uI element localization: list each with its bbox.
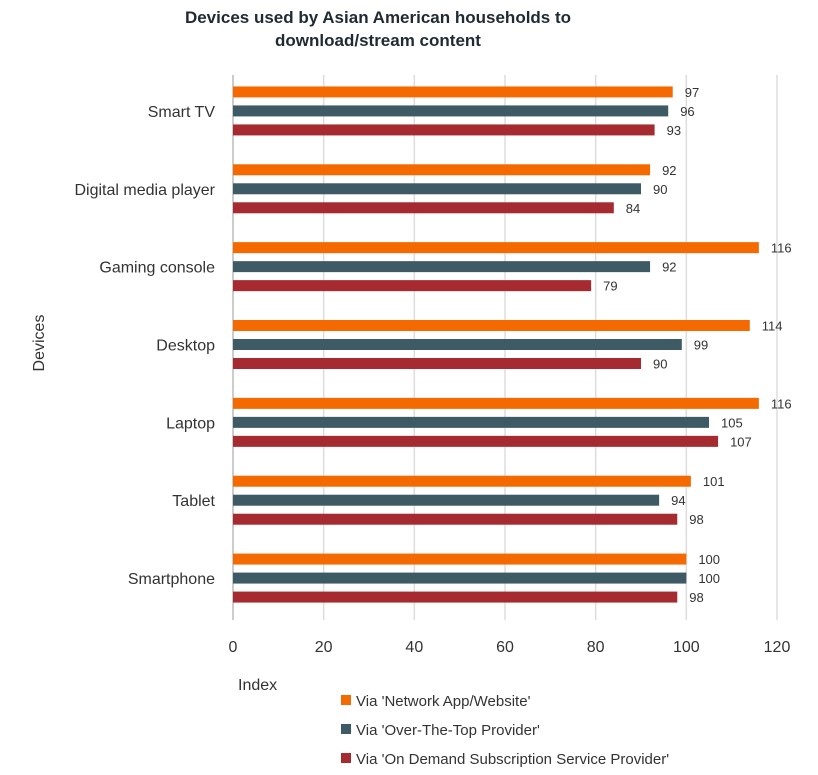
- data-label: 116: [771, 241, 792, 256]
- data-label: 99: [694, 338, 708, 353]
- x-tick-label: 80: [587, 639, 605, 656]
- legend-swatch: [341, 724, 351, 734]
- legend-label: Via 'Over-The-Top Provider': [356, 722, 540, 739]
- x-tick-label: 60: [496, 639, 514, 656]
- bar: [233, 513, 678, 525]
- category-label: Digital media player: [74, 182, 215, 199]
- x-tick-label: 100: [673, 639, 700, 656]
- bar: [233, 261, 651, 273]
- data-label: 92: [662, 163, 676, 178]
- data-label: 107: [730, 434, 752, 449]
- bar: [233, 475, 691, 487]
- bar: [233, 553, 687, 565]
- bar: [233, 572, 687, 584]
- bar: [233, 591, 678, 603]
- data-label: 96: [680, 104, 694, 119]
- data-label: 93: [667, 123, 681, 138]
- data-label: 79: [603, 279, 617, 294]
- bar: [233, 202, 614, 214]
- category-label: Desktop: [156, 338, 215, 355]
- data-label: 114: [762, 319, 783, 334]
- x-tick-label: 40: [405, 639, 423, 656]
- chart-title-line-2: download/stream content: [275, 31, 481, 50]
- y-axis-label: Devices: [31, 315, 48, 372]
- bar: [233, 164, 651, 176]
- x-tick-label: 120: [764, 639, 791, 656]
- category-label: Laptop: [166, 415, 215, 432]
- data-label: 94: [671, 493, 685, 508]
- bar: [233, 435, 719, 447]
- bar: [233, 124, 655, 136]
- legend-swatch: [341, 753, 351, 763]
- chart-title-line-1: Devices used by Asian American household…: [185, 8, 571, 27]
- data-label: 100: [698, 552, 720, 567]
- bar: [233, 86, 673, 98]
- x-tick-label: 0: [229, 639, 238, 656]
- data-label: 90: [653, 357, 667, 372]
- legend-label: Via 'Network App/Website': [356, 693, 531, 710]
- bar: [233, 358, 641, 369]
- x-tick-label: 20: [315, 639, 333, 656]
- data-label: 116: [771, 396, 792, 411]
- category-label: Smart TV: [148, 104, 216, 121]
- data-label: 101: [703, 474, 725, 489]
- data-label: 98: [689, 590, 703, 605]
- data-label: 98: [689, 512, 703, 527]
- legend-swatch: [341, 695, 351, 705]
- x-axis-label: Index: [238, 677, 277, 694]
- legend-label: Via 'On Demand Subscription Service Prov…: [356, 751, 669, 768]
- bar: [233, 105, 669, 117]
- bar: [233, 242, 759, 254]
- bar: [233, 280, 592, 292]
- data-label: 105: [721, 415, 743, 430]
- category-label: Tablet: [172, 493, 215, 510]
- bar: [233, 320, 750, 331]
- data-label: 97: [685, 85, 699, 100]
- data-label: 84: [626, 201, 640, 216]
- bar: [233, 183, 641, 195]
- category-label: Gaming console: [99, 260, 215, 277]
- bar: [233, 339, 682, 350]
- data-label: 100: [698, 571, 720, 586]
- data-label: 92: [662, 260, 676, 275]
- bar: [233, 494, 660, 506]
- data-label: 90: [653, 182, 667, 197]
- category-label: Smartphone: [128, 571, 215, 588]
- bar: [233, 416, 709, 428]
- bar: [233, 397, 759, 409]
